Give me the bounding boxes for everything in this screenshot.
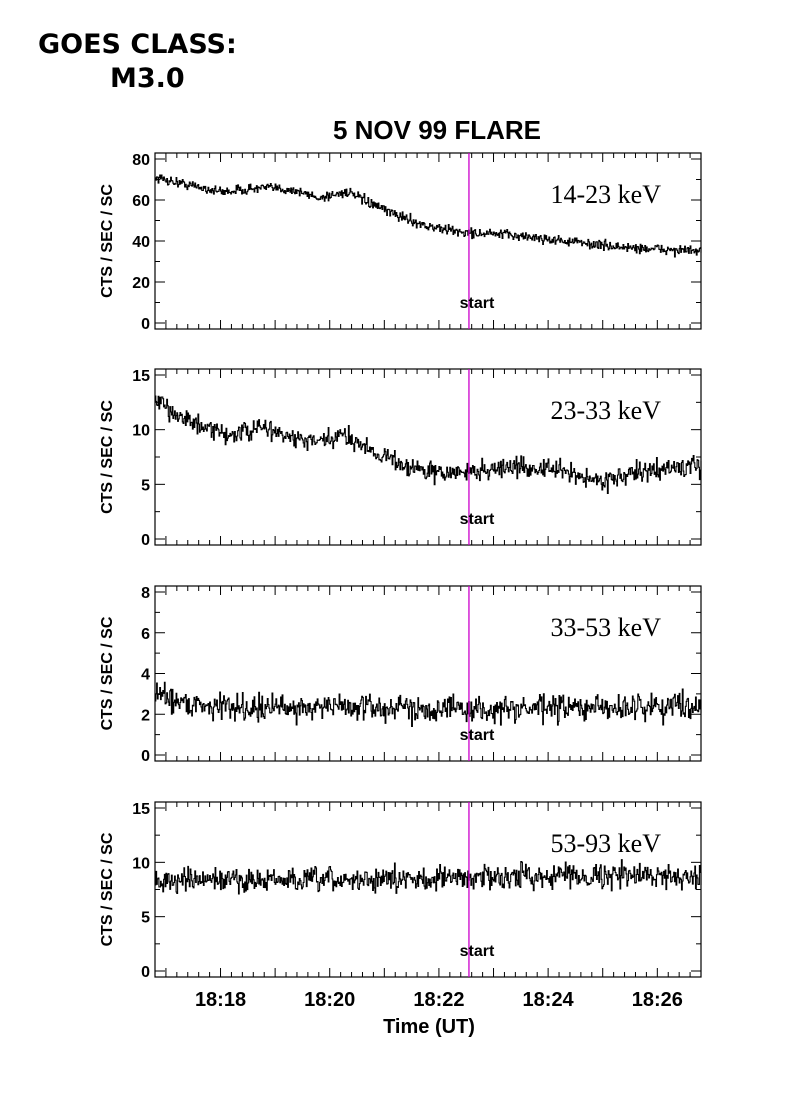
y-tick-label: 6 bbox=[141, 626, 150, 643]
y-tick-label: 0 bbox=[141, 964, 150, 981]
start-marker-label: start bbox=[460, 943, 495, 960]
data-trace bbox=[155, 174, 702, 258]
start-marker-label: start bbox=[460, 511, 495, 528]
y-tick-label: 15 bbox=[132, 801, 150, 818]
y-axis-label: CTS / SEC / SC bbox=[99, 832, 116, 946]
x-tick-label: 18:26 bbox=[632, 989, 683, 1011]
goes-class-label: GOES CLASS: bbox=[38, 29, 237, 60]
data-trace bbox=[155, 681, 702, 728]
y-tick-label: 60 bbox=[132, 193, 150, 210]
x-tick-label: 18:18 bbox=[195, 989, 246, 1011]
y-axis-label: CTS / SEC / SC bbox=[99, 400, 116, 514]
y-tick-label: 5 bbox=[141, 477, 150, 494]
energy-band-label: 33-53 keV bbox=[551, 613, 662, 642]
y-tick-label: 4 bbox=[141, 667, 150, 684]
y-axis-label: CTS / SEC / SC bbox=[99, 616, 116, 730]
y-tick-label: 10 bbox=[132, 855, 150, 872]
panel-33-53-kev: 0 2 4 6 8 CTS / SEC / SC 33-53 keV start bbox=[99, 585, 702, 765]
goes-class-heading: GOES CLASS: M3.0 bbox=[38, 28, 298, 96]
data-trace bbox=[155, 859, 702, 895]
y-tick-label: 20 bbox=[132, 275, 150, 292]
y-tick-label: 15 bbox=[132, 368, 150, 385]
x-axis-label: Time (UT) bbox=[383, 1016, 475, 1038]
y-tick-label: 0 bbox=[141, 532, 150, 549]
start-marker-label: start bbox=[460, 727, 495, 744]
y-tick-label: 8 bbox=[141, 585, 150, 602]
panel-53-93-kev: 0 5 10 15 CTS / SEC / SC 53-93 keV start bbox=[99, 801, 702, 981]
start-marker-label: start bbox=[460, 295, 495, 312]
y-tick-label: 40 bbox=[132, 234, 150, 251]
x-tick-label: 18:24 bbox=[523, 989, 575, 1011]
energy-band-label: 14-23 keV bbox=[551, 180, 662, 209]
panel-14-23-kev: 0 20 40 60 80 CTS / SEC / SC 14-23 keV start bbox=[99, 152, 702, 333]
x-tick-label: 18:20 bbox=[304, 989, 355, 1011]
panel-23-33-kev: 0 5 10 15 CTS / SEC / SC 23-33 keV start bbox=[99, 368, 702, 549]
y-tick-label: 80 bbox=[132, 152, 150, 169]
y-tick-label: 0 bbox=[141, 316, 150, 333]
y-tick-label: 2 bbox=[141, 707, 150, 724]
y-tick-label: 5 bbox=[141, 910, 150, 927]
y-tick-label: 10 bbox=[132, 423, 150, 440]
energy-band-label: 23-33 keV bbox=[551, 396, 662, 425]
data-trace bbox=[155, 395, 702, 495]
goes-class-value: M3.0 bbox=[110, 63, 185, 94]
y-tick-label: 0 bbox=[141, 748, 150, 765]
energy-band-label: 53-93 keV bbox=[551, 829, 662, 858]
x-tick-label: 18:22 bbox=[413, 989, 464, 1011]
chart-title: 5 NOV 99 FLARE bbox=[333, 115, 541, 145]
y-axis-label: CTS / SEC / SC bbox=[99, 184, 116, 298]
